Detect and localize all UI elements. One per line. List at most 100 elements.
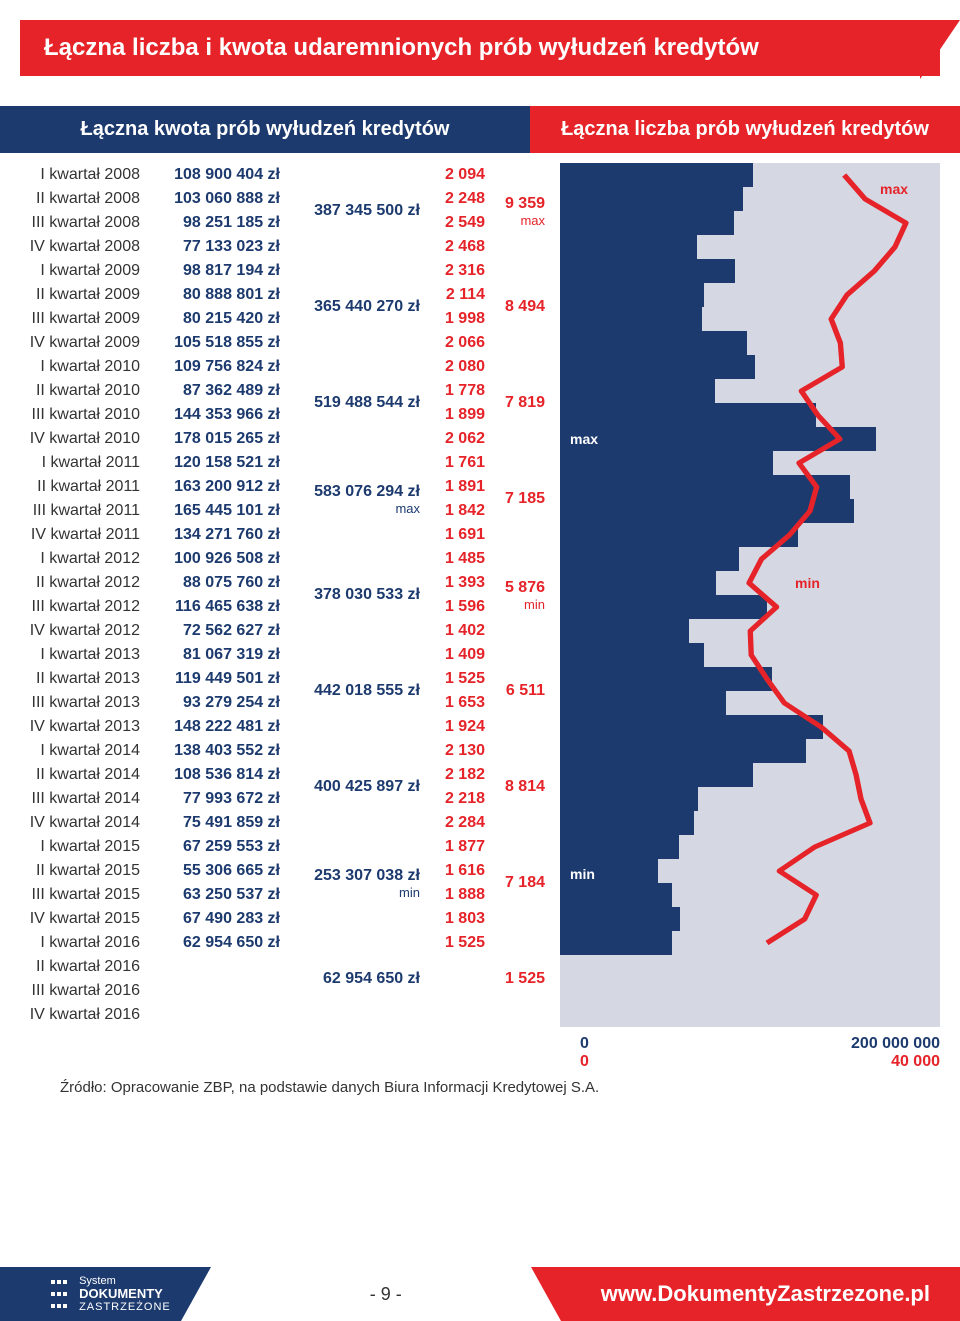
- quarter-count: 1 525: [420, 667, 485, 691]
- year-count-group: 7 184: [485, 835, 545, 931]
- quarter-count: 1 842: [420, 499, 485, 523]
- page-number: - 9 -: [370, 1284, 402, 1305]
- quarter-amount: 87 362 489 zł: [150, 379, 280, 403]
- quarter-amount: 63 250 537 zł: [150, 883, 280, 907]
- quarter-amount: 148 222 481 zł: [150, 715, 280, 739]
- footer: System DOKUMENTY ZASTRZEŻONE - 9 - www.D…: [0, 1267, 960, 1321]
- quarter-amount: 120 158 521 zł: [150, 451, 280, 475]
- year-amount-group: 365 440 270 zł: [280, 259, 420, 355]
- quarter-amount: 165 445 101 zł: [150, 499, 280, 523]
- year-count-group: 1 525: [485, 931, 545, 1027]
- quarter-amount-col: 108 900 404 zł103 060 888 zł98 251 185 z…: [150, 163, 280, 1027]
- quarter-count: 2 114: [420, 283, 485, 307]
- quarter-label: IV kwartał 2013: [20, 715, 140, 739]
- year-amount-group: 583 076 294 złmax: [280, 451, 420, 547]
- footer-page: - 9 -: [211, 1267, 561, 1321]
- chart-annotation: min: [795, 575, 820, 591]
- quarter-count: 1 888: [420, 883, 485, 907]
- quarter-label: III kwartał 2008: [20, 211, 140, 235]
- quarter-amount: 100 926 508 zł: [150, 547, 280, 571]
- year-amount-value: 378 030 533 zł: [280, 586, 420, 604]
- footer-logo: System DOKUMENTY ZASTRZEŻONE: [0, 1275, 171, 1313]
- logo-line3: ZASTRZEŻONE: [79, 1301, 171, 1313]
- quarter-count: 2 284: [420, 811, 485, 835]
- year-count-group: 9 359max: [485, 163, 545, 259]
- year-amount-group: 400 425 897 zł: [280, 739, 420, 835]
- year-count-value: 7 819: [485, 394, 545, 412]
- quarter-label: II kwartał 2011: [20, 475, 140, 499]
- quarter-label: III kwartał 2010: [20, 403, 140, 427]
- quarter-label: IV kwartał 2015: [20, 907, 140, 931]
- quarter-count: 2 468: [420, 235, 485, 259]
- year-count-group: 8 494: [485, 259, 545, 355]
- quarter-label: IV kwartał 2012: [20, 619, 140, 643]
- quarter-count: 2 080: [420, 355, 485, 379]
- quarter-count: 1 877: [420, 835, 485, 859]
- year-count-value: 8 814: [485, 778, 545, 796]
- quarter-label: I kwartał 2008: [20, 163, 140, 187]
- quarter-count: 1 402: [420, 619, 485, 643]
- quarter-label: III kwartał 2009: [20, 307, 140, 331]
- quarter-label: I kwartał 2009: [20, 259, 140, 283]
- quarter-count: 1 924: [420, 715, 485, 739]
- quarter-count: 1 525: [420, 931, 485, 955]
- year-count-value: 9 359: [485, 195, 545, 213]
- quarter-amount: [150, 979, 280, 1003]
- quarter-label: I kwartał 2011: [20, 451, 140, 475]
- year-count-value: 5 876: [485, 579, 545, 597]
- year-count-group: 7 819: [485, 355, 545, 451]
- chart-annotation: max: [570, 431, 598, 447]
- quarter-amount: 67 490 283 zł: [150, 907, 280, 931]
- quarter-count: 2 182: [420, 763, 485, 787]
- chart-annotation: max: [880, 181, 908, 197]
- quarter-count: 2 218: [420, 787, 485, 811]
- year-amount-sub: max: [280, 501, 420, 516]
- quarter-label: I kwartał 2010: [20, 355, 140, 379]
- year-count-value: 7 185: [485, 490, 545, 508]
- quarter-count: 2 062: [420, 427, 485, 451]
- year-count-group: 8 814: [485, 739, 545, 835]
- year-count-sub: min: [485, 597, 545, 612]
- quarter-label: I kwartał 2015: [20, 835, 140, 859]
- quarter-count: 1 409: [420, 643, 485, 667]
- quarter-count: [420, 955, 485, 979]
- year-amount-value: 365 440 270 zł: [280, 298, 420, 316]
- quarter-amount: 93 279 254 zł: [150, 691, 280, 715]
- quarter-label: IV kwartał 2011: [20, 523, 140, 547]
- quarter-label: II kwartał 2008: [20, 187, 140, 211]
- quarter-label: III kwartał 2015: [20, 883, 140, 907]
- title-banner: Łączna liczba i kwota udaremnionych prób…: [20, 20, 940, 76]
- quarter-amount: 77 993 672 zł: [150, 787, 280, 811]
- quarter-count: 1 761: [420, 451, 485, 475]
- quarter-amount: 98 817 194 zł: [150, 259, 280, 283]
- quarter-count: 1 596: [420, 595, 485, 619]
- quarter-amount: 55 306 665 zł: [150, 859, 280, 883]
- quarter-count: 1 485: [420, 547, 485, 571]
- quarter-amount: 67 259 553 zł: [150, 835, 280, 859]
- year-amount-value: 519 488 544 zł: [280, 394, 420, 412]
- quarter-count: [420, 1003, 485, 1027]
- source-text: Źródło: Opracowanie ZBP, na podstawie da…: [0, 1071, 960, 1096]
- quarter-amount: 75 491 859 zł: [150, 811, 280, 835]
- quarter-label: II kwartał 2013: [20, 667, 140, 691]
- quarter-amount: 80 215 420 zł: [150, 307, 280, 331]
- year-amount-value: 62 954 650 zł: [280, 970, 420, 988]
- quarter-count: 2 316: [420, 259, 485, 283]
- footer-url: www.DokumentyZastrzezone.pl: [561, 1267, 960, 1321]
- year-amount-group: 519 488 544 zł: [280, 355, 420, 451]
- year-amount-group: 62 954 650 zł: [280, 931, 420, 1027]
- quarter-label: II kwartał 2009: [20, 283, 140, 307]
- quarter-label: I kwartał 2012: [20, 547, 140, 571]
- year-amount-col: 387 345 500 zł365 440 270 zł519 488 544 …: [280, 163, 420, 1027]
- page-title: Łączna liczba i kwota udaremnionych prób…: [44, 34, 759, 61]
- quarter-amount: 105 518 855 zł: [150, 331, 280, 355]
- quarter-count: 1 803: [420, 907, 485, 931]
- quarter-label: IV kwartał 2016: [20, 1003, 140, 1027]
- quarter-label: I kwartał 2013: [20, 643, 140, 667]
- quarter-amount: 98 251 185 zł: [150, 211, 280, 235]
- quarter-amount: 138 403 552 zł: [150, 739, 280, 763]
- quarter-amount: 88 075 760 zł: [150, 571, 280, 595]
- quarter-amount: 134 271 760 zł: [150, 523, 280, 547]
- quarter-count-col: 2 0942 2482 5492 4682 3162 1141 9982 066…: [420, 163, 485, 1027]
- quarter-labels-col: I kwartał 2008II kwartał 2008III kwartał…: [20, 163, 150, 1027]
